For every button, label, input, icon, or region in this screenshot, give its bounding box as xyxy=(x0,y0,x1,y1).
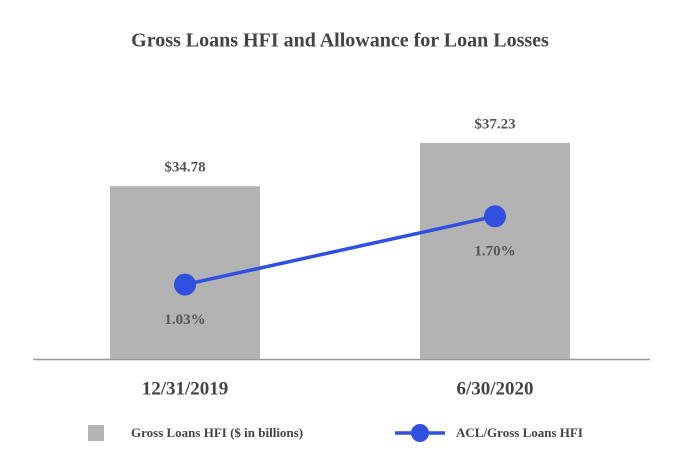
data-label: 1.70% xyxy=(474,244,515,260)
chart-title: Gross Loans HFI and Allowance for Loan L… xyxy=(131,30,549,52)
x-tick-label: 6/30/2020 xyxy=(456,378,533,399)
data-label: 1.03% xyxy=(164,312,205,328)
line-marker xyxy=(484,205,506,228)
bar xyxy=(420,142,570,359)
legend-swatch xyxy=(88,425,104,441)
line xyxy=(184,214,496,287)
x-tick-label: 12/31/2019 xyxy=(142,378,229,399)
data-label: $34.78 xyxy=(164,160,205,176)
legend-label: Gross Loans HFI ($ in billions) xyxy=(131,425,303,440)
legend-label: ACL/Gross Loans HFI xyxy=(456,425,583,440)
line-marker xyxy=(174,273,196,296)
legend-marker xyxy=(411,424,429,442)
data-label: $37.23 xyxy=(474,116,515,132)
